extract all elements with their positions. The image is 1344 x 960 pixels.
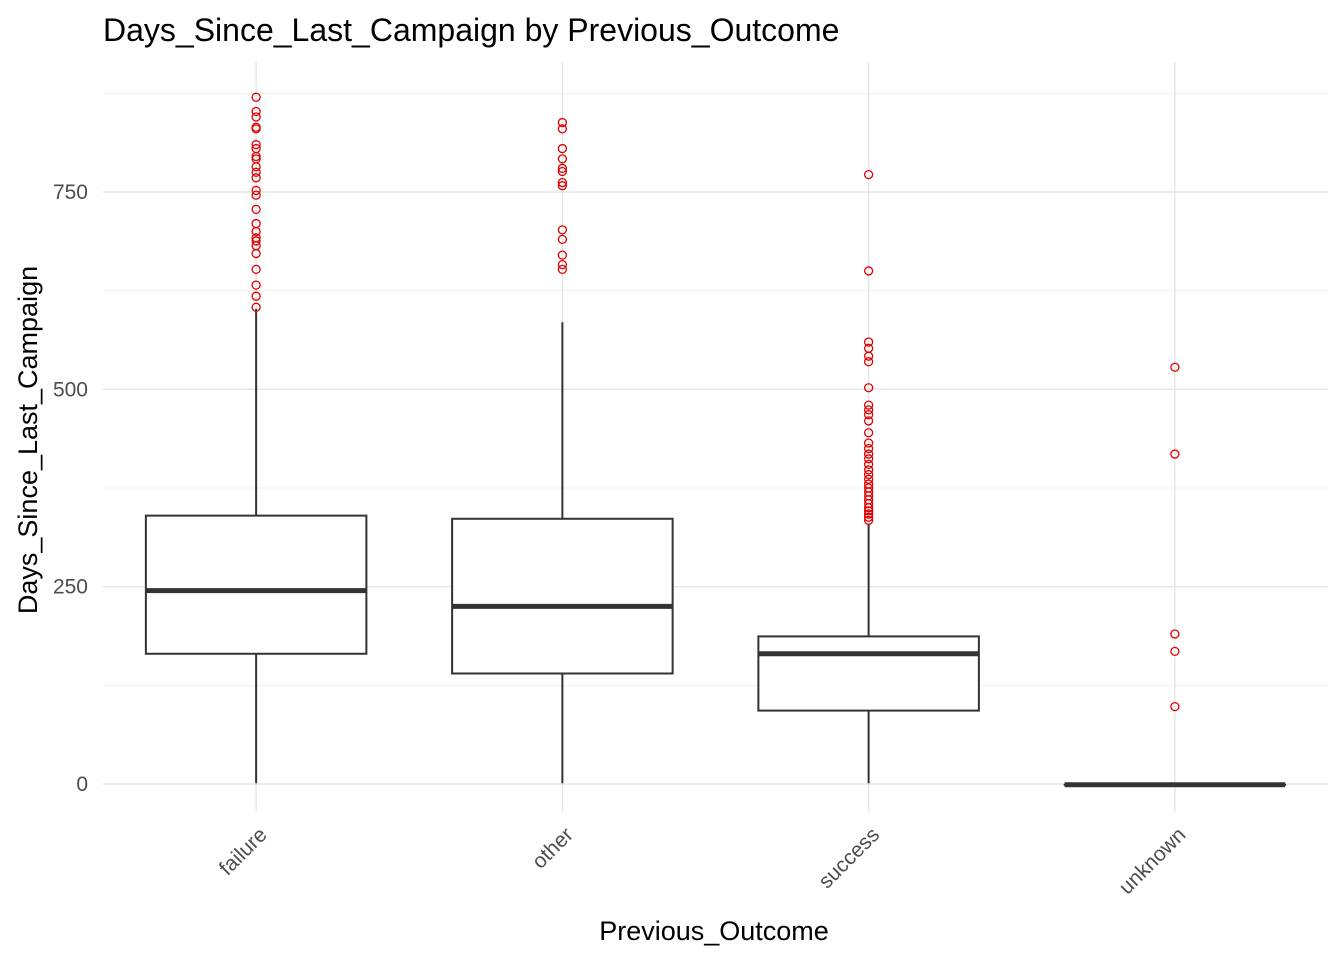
chart-title: Days_Since_Last_Campaign by Previous_Out… (103, 12, 839, 48)
outlier-point (863, 409, 874, 420)
iqr-box (451, 517, 674, 675)
box-success (757, 523, 980, 784)
outlier-point (251, 112, 261, 122)
iqr-box (757, 635, 980, 712)
outlier-point (863, 383, 874, 393)
outlier-point (251, 190, 261, 200)
outlier-point (1170, 701, 1180, 712)
outlier-point (251, 218, 261, 229)
outlier-point (863, 469, 874, 480)
outlier-point (863, 506, 874, 516)
outlier-point (863, 454, 874, 464)
outlier-point (251, 106, 261, 117)
outlier-point (557, 177, 568, 188)
outlier-point (251, 143, 261, 154)
outlier-point (863, 459, 874, 469)
outlier-point (557, 225, 568, 235)
outlier-point (557, 166, 568, 177)
outlier-point (557, 234, 568, 245)
outlier-point (251, 204, 261, 215)
x-tick-label-failure: failure (215, 823, 272, 880)
outlier-point (557, 124, 568, 134)
outlier-point (863, 465, 874, 475)
y-tick-label: 0 (76, 773, 88, 796)
y-tick-label: 750 (53, 181, 88, 204)
outlier-point (557, 250, 568, 260)
x-tick-label-other: other (528, 823, 578, 873)
box-failure (144, 308, 368, 784)
outlier-point (863, 169, 874, 180)
box-layer (144, 308, 1287, 788)
box-other (451, 322, 674, 784)
outlier-point (863, 428, 874, 438)
y-tick-label: 250 (53, 576, 88, 599)
outlier-point (863, 443, 874, 454)
outlier-point (557, 181, 568, 191)
outlier-point (557, 264, 568, 275)
outlier-point (557, 117, 568, 128)
outlier-point (863, 400, 874, 410)
outlier-point (251, 167, 261, 177)
outlier-point (863, 474, 874, 484)
outlier-point (251, 92, 261, 102)
outlier-point (251, 122, 261, 132)
outlier-point (863, 357, 874, 367)
y-axis-title: Days_Since_Last_Campaign (13, 266, 43, 614)
outlier-point (251, 280, 261, 290)
outlier-point (863, 483, 874, 493)
outlier-point (863, 266, 874, 276)
outlier-point (251, 236, 261, 246)
outlier-point (557, 163, 568, 173)
outlier-point (1170, 362, 1180, 372)
outlier-point (1170, 449, 1180, 459)
outlier-point (557, 143, 568, 154)
outlier-point (557, 154, 568, 164)
outlier-point (863, 337, 874, 347)
outlier-point (863, 479, 874, 489)
outlier-point (863, 405, 874, 415)
grid-layer (103, 62, 1328, 812)
outlier-point (863, 512, 874, 522)
outlier-layer (251, 92, 1180, 712)
outlier-point (251, 173, 261, 183)
iqr-box (144, 514, 368, 655)
outlier-point (251, 185, 261, 196)
x-tick-label-success: success (814, 823, 884, 893)
outlier-point (1170, 646, 1180, 657)
outlier-point (863, 509, 874, 519)
outlier-point (251, 302, 261, 312)
outlier-point (863, 438, 874, 448)
outlier-point (251, 233, 261, 243)
x-axis-title: Previous_Outcome (599, 916, 829, 946)
outlier-point (863, 515, 874, 526)
y-tick-label: 500 (53, 378, 88, 401)
outlier-point (863, 343, 874, 353)
outlier-point (863, 416, 874, 426)
outlier-point (251, 139, 261, 150)
x-tick-label-unknown: unknown (1115, 823, 1191, 899)
outlier-point (557, 259, 568, 270)
outlier-point (1170, 629, 1180, 639)
outlier-point (251, 264, 261, 275)
outlier-point (863, 449, 874, 459)
outlier-point (251, 291, 261, 301)
